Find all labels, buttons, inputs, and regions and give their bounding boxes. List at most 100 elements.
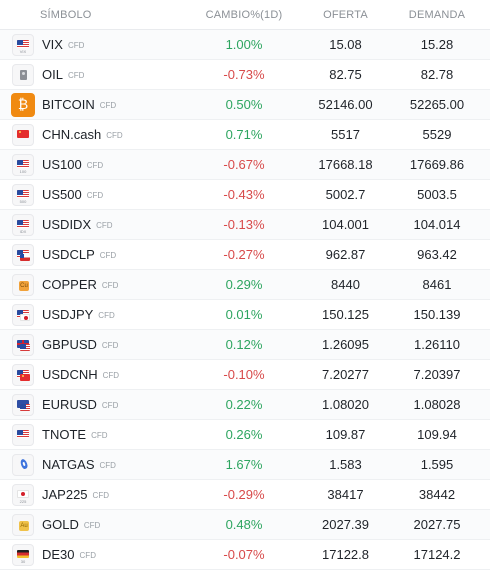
- quotes-table-header: SÍMBOLO CAMBIO%(1D) OFERTA DEMANDA: [0, 0, 490, 30]
- quote-row-natgas[interactable]: NATGAS CFD 1.67% 1.583 1.595: [0, 450, 490, 480]
- daily-change-percent: -0.43%: [223, 187, 265, 202]
- instrument-symbol: DE30: [42, 547, 75, 562]
- instrument-type-badge: CFD: [79, 551, 96, 560]
- icon-caption: 500: [19, 199, 27, 204]
- instrument-type-badge: CFD: [92, 491, 109, 500]
- us-flag-shape: [17, 220, 29, 228]
- oil-can-icon: [12, 64, 34, 86]
- instrument-type-badge: CFD: [98, 311, 115, 320]
- instrument-symbol: USDCNH: [42, 367, 98, 382]
- bid-price: 8440: [331, 277, 360, 292]
- daily-change-percent: -0.73%: [223, 67, 265, 82]
- cl-flag-shape: [20, 254, 30, 261]
- de-flag-shape: [17, 550, 29, 558]
- us-flag-shape: [20, 344, 30, 351]
- daily-change-percent: -0.07%: [223, 547, 265, 562]
- instrument-symbol: USDCLP: [42, 247, 95, 262]
- quote-row-us500[interactable]: 500 US500 CFD -0.43% 5002.7 5003.5: [0, 180, 490, 210]
- quote-row-bitcoin[interactable]: ₿ BITCOIN CFD 0.50% 52146.00 52265.00: [0, 90, 490, 120]
- instrument-symbol: GOLD: [42, 517, 79, 532]
- us-flag-icon: VIX: [12, 34, 34, 56]
- bid-price: 104.001: [322, 217, 369, 232]
- quote-row-vix[interactable]: VIX VIX CFD 1.00% 15.08 15.28: [0, 30, 490, 60]
- instrument-symbol: BITCOIN: [42, 97, 95, 112]
- jp-flag-shape: [20, 314, 30, 321]
- daily-change-percent: -0.29%: [223, 487, 265, 502]
- us-chile-flags-icon: [12, 244, 34, 266]
- ask-price: 2027.75: [413, 517, 461, 532]
- change-column-header: CAMBIO%(1D): [205, 9, 283, 21]
- instrument-symbol: US500: [42, 187, 82, 202]
- quote-row-chn-cash[interactable]: CHN.cash CFD 0.71% 5517 5529: [0, 120, 490, 150]
- bid-price: 1.08020: [322, 397, 369, 412]
- germany-flag-icon: 30: [12, 544, 34, 566]
- ask-price: 38442: [418, 487, 456, 502]
- bid-price: 17122.8: [322, 547, 369, 562]
- daily-change-percent: 0.12%: [225, 337, 263, 352]
- daily-change-percent: -0.67%: [223, 157, 265, 172]
- quote-row-usdcnh[interactable]: USDCNH CFD -0.10% 7.20277 7.20397: [0, 360, 490, 390]
- gold-icon: Au: [12, 514, 34, 536]
- ask-price: 1.08028: [413, 397, 461, 412]
- daily-change-percent: -0.13%: [223, 217, 265, 232]
- ask-price: 17124.2: [413, 547, 461, 562]
- instrument-symbol: USDJPY: [42, 307, 94, 322]
- quote-row-eurusd[interactable]: EURUSD CFD 0.22% 1.08020 1.08028: [0, 390, 490, 420]
- ask-price: 8461: [422, 277, 452, 292]
- ask-price: 52265.00: [409, 97, 465, 112]
- ask-price: 104.014: [413, 217, 461, 232]
- quote-row-gbpusd[interactable]: GBPUSD CFD 0.12% 1.26095 1.26110: [0, 330, 490, 360]
- daily-change-percent: 0.22%: [225, 397, 263, 412]
- instrument-type-badge: CFD: [91, 431, 108, 440]
- instrument-symbol: US100: [42, 157, 82, 172]
- ask-price: 82.78: [420, 67, 454, 82]
- gold-symbol: Au: [19, 521, 29, 531]
- copper-icon: Cu: [12, 274, 34, 296]
- quote-row-oil[interactable]: OIL CFD -0.73% 82.75 82.78: [0, 60, 490, 90]
- eu-us-flags-icon: [12, 394, 34, 416]
- quote-row-copper[interactable]: Cu COPPER CFD 0.29% 8440 8461: [0, 270, 490, 300]
- daily-change-percent: 0.01%: [225, 307, 263, 322]
- ask-price: 17669.86: [409, 157, 465, 172]
- oil-can-shape: [20, 70, 27, 80]
- instrument-symbol: CHN.cash: [42, 127, 102, 142]
- us-flag-shape: [17, 160, 29, 168]
- ask-price: 5003.5: [417, 187, 457, 202]
- quote-row-usdclp[interactable]: USDCLP CFD -0.27% 962.87 963.42: [0, 240, 490, 270]
- ask-price: 15.28: [420, 37, 454, 52]
- quotes-table-body: VIX VIX CFD 1.00% 15.08 15.28 OIL CFD -0.73% 82.7…: [0, 30, 490, 570]
- icon-caption: 100: [19, 169, 27, 174]
- quote-row-usdidx[interactable]: IDX USDIDX CFD -0.13% 104.001 104.014: [0, 210, 490, 240]
- bid-price: 1.583: [329, 457, 362, 472]
- instrument-type-badge: CFD: [102, 371, 120, 380]
- cn-flag-shape: [17, 130, 29, 138]
- icon-caption: IDX: [19, 229, 27, 234]
- ask-price: 1.595: [420, 457, 454, 472]
- ask-price: 1.26110: [413, 337, 461, 352]
- us-japan-flags-icon: [12, 304, 34, 326]
- quote-row-tnote[interactable]: TNOTE CFD 0.26% 109.87 109.94: [0, 420, 490, 450]
- quote-row-gold[interactable]: Au GOLD CFD 0.48% 2027.39 2027.75: [0, 510, 490, 540]
- us-flag-icon: 500: [12, 184, 34, 206]
- instrument-symbol: COPPER: [42, 277, 97, 292]
- bid-price: 5517: [331, 127, 360, 142]
- quote-row-us100[interactable]: 100 US100 CFD -0.67% 17668.18 17669.86: [0, 150, 490, 180]
- daily-change-percent: 0.48%: [225, 517, 263, 532]
- instrument-type-badge: CFD: [101, 401, 119, 410]
- quote-row-usdjpy[interactable]: USDJPY CFD 0.01% 150.125 150.139: [0, 300, 490, 330]
- instrument-symbol: GBPUSD: [42, 337, 97, 352]
- daily-change-percent: 1.67%: [225, 457, 263, 472]
- instrument-symbol: OIL: [42, 67, 63, 82]
- daily-change-percent: -0.27%: [223, 247, 265, 262]
- bid-price: 15.08: [329, 37, 362, 52]
- bid-price: 2027.39: [322, 517, 369, 532]
- instrument-type-badge: CFD: [83, 521, 101, 530]
- bid-price: 17668.18: [318, 157, 373, 172]
- instrument-type-badge: CFD: [86, 161, 104, 170]
- quote-row-jap225[interactable]: 225 JAP225 CFD -0.29% 38417 38442: [0, 480, 490, 510]
- instrument-symbol: JAP225: [42, 487, 88, 502]
- daily-change-percent: -0.10%: [223, 367, 265, 382]
- quote-row-de30[interactable]: 30 DE30 CFD -0.07% 17122.8 17124.2: [0, 540, 490, 570]
- bid-price: 52146.00: [318, 97, 373, 112]
